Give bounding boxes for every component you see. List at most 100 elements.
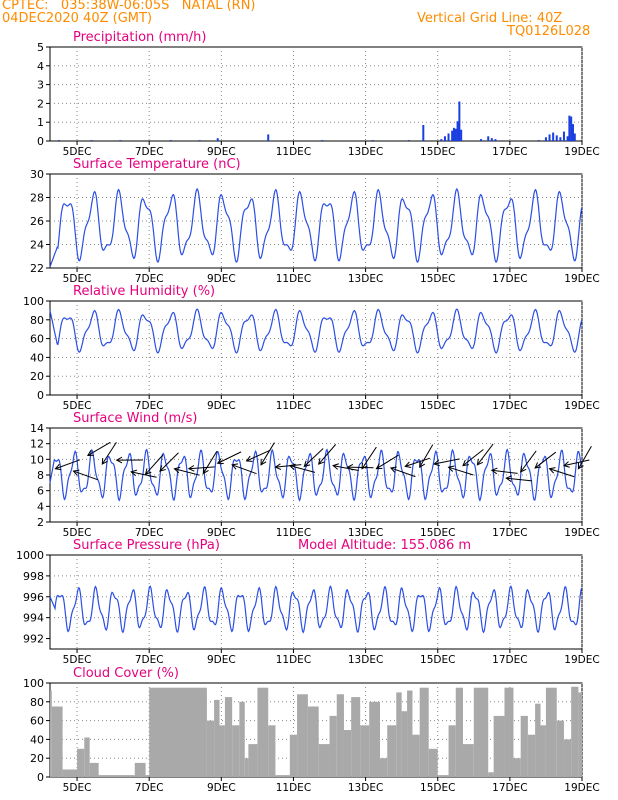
x-tick-label: 17DEC bbox=[492, 782, 527, 794]
cloud-bar bbox=[248, 744, 258, 777]
x-tick-label: 13DEC bbox=[348, 273, 383, 285]
x-tick-label: 7DEC bbox=[135, 782, 164, 794]
precip-bar bbox=[90, 140, 93, 141]
cloud-bar bbox=[527, 734, 536, 777]
wind-arrow-head bbox=[375, 463, 383, 470]
y-tick-label: 12 bbox=[30, 438, 44, 451]
cloud-bar bbox=[412, 734, 420, 777]
precip-bar bbox=[460, 129, 463, 141]
x-tick-label: 15DEC bbox=[420, 400, 455, 412]
precip-bar bbox=[555, 135, 558, 141]
precip-bar bbox=[573, 133, 576, 141]
cloud-bar bbox=[401, 711, 408, 777]
cloud-bar bbox=[275, 775, 290, 777]
wind-arrow-head bbox=[115, 456, 123, 464]
x-tick-label: 19DEC bbox=[564, 146, 599, 158]
precip-bar bbox=[568, 115, 571, 141]
cloud-bar bbox=[219, 725, 225, 777]
x-tick-label: 17DEC bbox=[492, 527, 527, 539]
cloud-bar bbox=[540, 725, 546, 777]
cloud-bar bbox=[257, 687, 269, 777]
y-tick-label: 0 bbox=[37, 135, 44, 148]
x-tick-label: 9DEC bbox=[207, 527, 236, 539]
panel-4: 2 4 6 8 10 12 14 5DEC 7DEC 9DEC 11DEC 13DEC 15DEC 17D… bbox=[30, 411, 600, 539]
wind-arrow-head bbox=[303, 460, 311, 468]
y-tick-label: 5 bbox=[37, 41, 44, 54]
wind-arrow bbox=[577, 445, 592, 469]
cloud-bar bbox=[244, 758, 249, 777]
x-tick-label: 9DEC bbox=[207, 400, 236, 412]
x-tick-label: 7DEC bbox=[135, 654, 164, 666]
x-tick-label: 15DEC bbox=[420, 527, 455, 539]
panel-title: Surface Wind (m/s) bbox=[73, 411, 197, 426]
wind-arrow bbox=[520, 450, 537, 473]
wind-arrow-head bbox=[562, 461, 570, 468]
cloud-bar bbox=[268, 725, 276, 777]
wind-arrow-head bbox=[534, 462, 542, 469]
y-tick-label: 40 bbox=[30, 351, 44, 364]
precip-bar bbox=[119, 140, 122, 141]
wind-arrow bbox=[73, 470, 99, 481]
cloud-bar bbox=[77, 748, 85, 777]
cloud-bar bbox=[360, 725, 370, 777]
y-tick-label: 14 bbox=[30, 422, 44, 435]
y-tick-label: 994 bbox=[23, 612, 44, 625]
x-tick-label: 11DEC bbox=[276, 400, 311, 412]
wind-arrow-head bbox=[216, 458, 224, 465]
y-tick-label: 10 bbox=[30, 453, 44, 466]
cloud-bar bbox=[545, 687, 557, 777]
x-tick-label: 17DEC bbox=[492, 273, 527, 285]
x-tick-label: 13DEC bbox=[348, 654, 383, 666]
panel-title: Precipitation (mm/h) bbox=[73, 30, 206, 45]
y-tick-label: 24 bbox=[30, 239, 44, 252]
precip-bar bbox=[454, 128, 457, 141]
cloud-bar bbox=[336, 694, 344, 777]
panel-frame bbox=[49, 300, 583, 396]
cloud-bar bbox=[232, 725, 240, 777]
wind-arrow-head bbox=[260, 458, 267, 466]
precip-bar bbox=[440, 139, 443, 141]
wind-arrow bbox=[390, 467, 416, 478]
wind-arrow-head bbox=[274, 463, 282, 470]
x-tick-label: 13DEC bbox=[348, 782, 383, 794]
x-tick-label: 15DEC bbox=[420, 273, 455, 285]
precip-bar bbox=[562, 131, 565, 141]
y-tick-label: 1000 bbox=[16, 549, 44, 562]
wind-arrow-head bbox=[346, 463, 354, 471]
series-line bbox=[49, 448, 583, 502]
cloud-bar bbox=[462, 744, 474, 777]
precip-bar bbox=[566, 136, 569, 141]
precip-bar bbox=[321, 140, 324, 141]
cloud-bar bbox=[318, 744, 330, 777]
cloud-bar bbox=[224, 697, 233, 777]
wind-arrow bbox=[405, 457, 431, 467]
wind-arrow-head bbox=[332, 463, 340, 470]
panel-frame bbox=[49, 554, 583, 650]
wind-arrow-head bbox=[490, 467, 498, 475]
x-tick-label: 11DEC bbox=[276, 527, 311, 539]
wind-arrow bbox=[260, 442, 275, 466]
precip-bar bbox=[371, 140, 374, 141]
precip-bar bbox=[451, 130, 454, 141]
cloud-bar bbox=[134, 762, 146, 777]
wind-arrow bbox=[333, 465, 359, 472]
panel-title: Relative Humidity (%) bbox=[73, 284, 215, 299]
panel-frame bbox=[49, 46, 583, 142]
y-tick-label: 20 bbox=[30, 752, 44, 765]
x-tick-label: 19DEC bbox=[564, 527, 599, 539]
precip-bar bbox=[456, 121, 459, 141]
x-tick-label: 11DEC bbox=[276, 782, 311, 794]
wind-arrow-head bbox=[187, 465, 195, 472]
wind-arrow-head bbox=[433, 459, 440, 467]
cloud-bar bbox=[214, 699, 220, 777]
wind-arrow-head bbox=[101, 458, 108, 465]
wind-arrow bbox=[131, 471, 157, 478]
x-tick-label: 13DEC bbox=[348, 146, 383, 158]
x-tick-label: 5DEC bbox=[63, 782, 92, 794]
wind-arrow bbox=[462, 449, 484, 466]
precip-bar bbox=[447, 133, 450, 141]
cloud-bar bbox=[448, 725, 456, 777]
wind-arrow bbox=[188, 466, 215, 470]
cloud-bar bbox=[407, 690, 413, 777]
wind-arrow-head bbox=[86, 450, 94, 456]
